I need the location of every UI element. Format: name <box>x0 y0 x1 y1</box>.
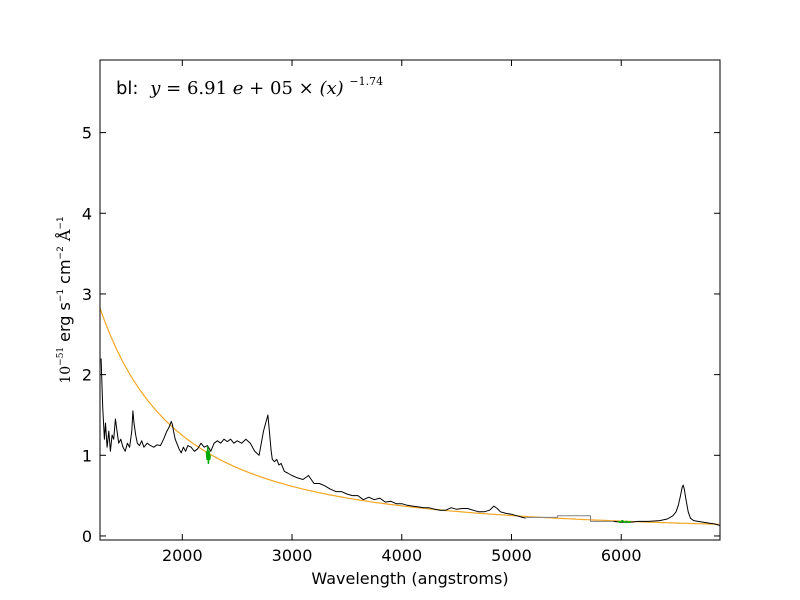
x-tick-label: 2000 <box>162 546 203 565</box>
ylabel-cm-sup: −2 <box>56 246 66 259</box>
annotation-power: −1.74 <box>349 75 383 88</box>
x-axis-title: Wavelength (angstroms) <box>311 569 508 588</box>
fit-curve <box>100 307 719 525</box>
y-tick-label: 2 <box>82 366 92 385</box>
x-tick-label: 5000 <box>491 546 532 565</box>
annotation-times: × <box>299 78 314 99</box>
y-tick-label: 5 <box>82 124 92 143</box>
annotation-eq: = <box>166 78 181 99</box>
x-tick-label: 4000 <box>381 546 422 565</box>
annotation-arg: (x) <box>319 78 343 99</box>
annotation-lhs: y <box>149 78 161 99</box>
ylabel-prefix-sup: −51 <box>56 347 66 366</box>
masked-region-2 <box>617 519 632 524</box>
annotation-exp10: 05 <box>270 78 293 99</box>
spectrum-line-blue <box>100 358 526 519</box>
annotation-plus: + <box>249 78 264 99</box>
axis-ticks: 2000 3000 4000 5000 6000 0 1 2 3 4 5 <box>82 60 720 565</box>
ylabel-angstrom: Å <box>54 229 74 242</box>
ylabel-erg: erg s <box>55 302 74 342</box>
masked-region-1 <box>205 446 212 465</box>
y-tick-label: 3 <box>82 285 92 304</box>
spectrum-line-red <box>613 484 720 526</box>
y-tick-label: 1 <box>82 446 92 465</box>
x-tick-label: 6000 <box>601 546 642 565</box>
ylabel-prefix: 10 <box>58 366 74 384</box>
plot-series <box>100 307 720 526</box>
annotation-label: bl: <box>116 78 139 99</box>
ylabel-angstrom-sup: −1 <box>56 216 66 229</box>
annotation-coef: 6.91 <box>187 78 227 99</box>
y-tick-label: 4 <box>82 204 92 223</box>
fit-annotation: bl: y = 6.91 e + 05 × (x) −1.74 <box>116 75 383 99</box>
y-axis-title: 10−51erg s−1cm−2Å−1 <box>54 216 74 383</box>
annotation-e: e <box>233 78 244 99</box>
y-tick-label: 0 <box>82 527 92 546</box>
x-tick-label: 3000 <box>272 546 313 565</box>
plot-background <box>100 60 720 540</box>
spectrum-gap-line <box>525 515 614 522</box>
plot-frame <box>99 59 721 541</box>
ylabel-cm: cm <box>55 259 74 283</box>
ylabel-s-sup: −1 <box>56 289 66 302</box>
